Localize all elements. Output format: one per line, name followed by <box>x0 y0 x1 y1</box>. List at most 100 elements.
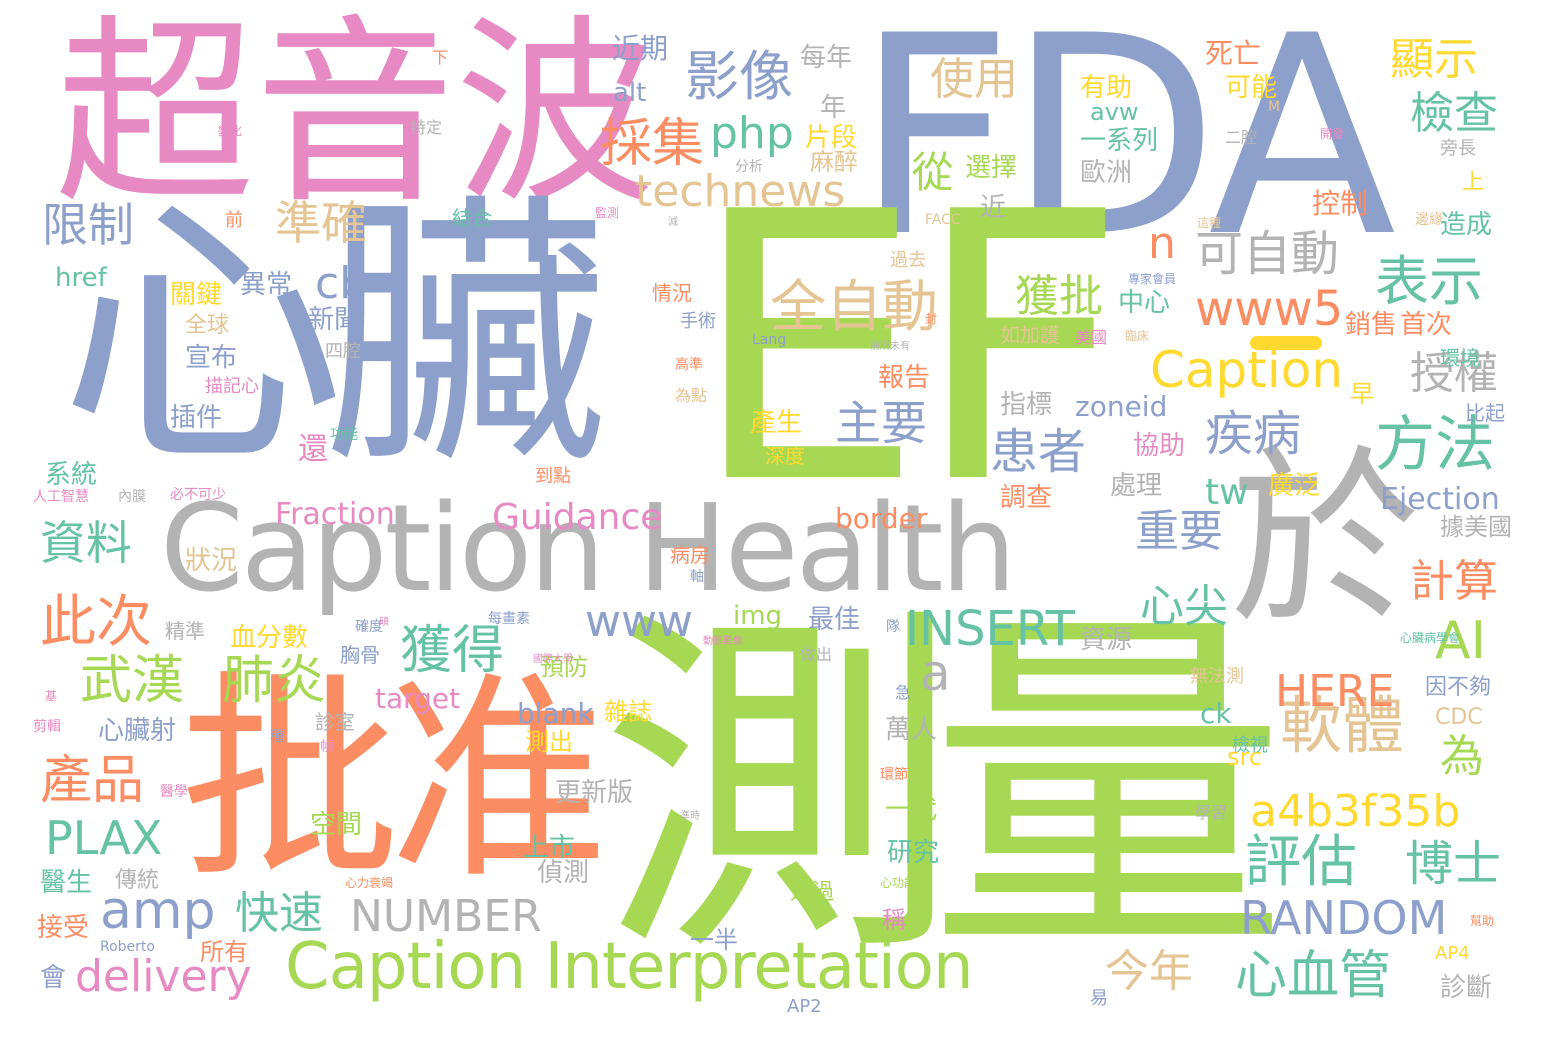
word: 採集 <box>600 114 705 174</box>
word: 描記心 <box>205 376 259 397</box>
word: 測量 <box>600 580 1288 999</box>
word: 診斷 <box>1440 973 1493 1003</box>
word: 獲批 <box>1015 271 1103 322</box>
word: 麻醉 <box>810 148 858 176</box>
word: 病房 <box>670 543 710 567</box>
word: 環節 <box>880 767 908 783</box>
word: 封 <box>925 312 938 326</box>
word: cb <box>315 258 368 309</box>
word: 比起 <box>1465 401 1505 425</box>
word: 幀 <box>320 739 334 755</box>
word: 診室 <box>315 710 355 734</box>
word: NUMBER <box>350 891 542 942</box>
word: 宣布 <box>185 343 238 373</box>
word: 醫學 <box>160 784 188 800</box>
word: tw <box>1205 472 1249 513</box>
word: www <box>585 596 693 647</box>
word: 確度 <box>355 619 383 635</box>
word: AP4 <box>1435 943 1470 964</box>
word: 手術 <box>680 311 716 332</box>
word: 新聞 <box>308 305 361 335</box>
word: 開發 <box>1320 127 1345 141</box>
word: 評估 <box>1245 830 1357 895</box>
word: Lang <box>752 332 787 348</box>
word: 顯示 <box>1390 34 1478 85</box>
word: delivery <box>75 951 252 1002</box>
word: 醫生 <box>40 868 93 898</box>
word: 心臟病學會 <box>1400 631 1461 645</box>
word: 早 <box>1350 380 1374 408</box>
word: 心功能 <box>880 876 917 890</box>
word: 全自動 <box>770 275 938 340</box>
word: 邊緣 <box>1415 212 1443 228</box>
word: 環境 <box>1440 346 1480 370</box>
word: 學習 <box>1195 803 1228 822</box>
word: 心力衰竭 <box>345 876 394 890</box>
word: 隊 <box>886 619 900 635</box>
word: 旁長 <box>1440 138 1476 159</box>
word: 監測 <box>595 206 620 220</box>
word: border <box>835 502 928 535</box>
word: 為點 <box>675 386 708 405</box>
word: 萬人 <box>885 715 938 745</box>
word: 血分數 <box>230 623 309 653</box>
word: 銷售 <box>1345 310 1398 340</box>
word: 快速 <box>235 888 323 939</box>
word: 超音波 <box>55 0 656 231</box>
word: 有助 <box>1080 73 1133 103</box>
word: 檢視 <box>1232 735 1268 756</box>
word: 造成 <box>1440 210 1493 240</box>
word: 分析 <box>735 159 763 175</box>
word: 於 <box>1230 429 1421 650</box>
word: 會 <box>40 963 67 993</box>
word: alt <box>613 78 647 108</box>
word: 內膜 <box>118 489 146 505</box>
word: a <box>920 644 951 702</box>
word: 如加護 <box>1000 323 1060 347</box>
word: 人工智慧 <box>33 489 89 505</box>
word: 還 <box>298 432 328 467</box>
word: 因不夠 <box>1425 675 1492 700</box>
word: RANDOM <box>1240 891 1448 945</box>
word: AP2 <box>787 996 822 1017</box>
word: 方法 <box>1375 410 1495 480</box>
word: 下 <box>432 48 449 67</box>
word: 前所未有 <box>870 341 910 352</box>
word: 使用 <box>930 54 1018 105</box>
word: M <box>1268 99 1281 115</box>
word: 影像 <box>685 45 793 108</box>
word: 疾病 <box>1205 406 1302 462</box>
word: 廣泛 <box>1268 471 1321 501</box>
word: 到點 <box>535 466 571 487</box>
word: 測出 <box>525 728 573 756</box>
word: 變化 <box>218 124 243 138</box>
word: 國際大學 <box>533 654 573 665</box>
word: blank <box>517 697 594 730</box>
word: 碩 <box>379 617 389 628</box>
word: 從 <box>905 150 954 190</box>
word: 關鍵 <box>170 280 223 310</box>
word: 協助 <box>1133 431 1186 461</box>
word: 透過 <box>790 880 835 905</box>
word: 心臟 <box>60 171 608 503</box>
word: 所有 <box>200 938 248 966</box>
word: ck <box>1200 697 1232 730</box>
word: 異常 <box>240 270 293 300</box>
word: 心尖 <box>1140 581 1228 632</box>
word: 稱 <box>882 906 906 934</box>
word: 軸 <box>690 569 704 585</box>
word: 必不可少 <box>170 487 226 503</box>
word: 接受 <box>37 913 90 943</box>
word: 臨床 <box>1125 329 1150 343</box>
word: PLAX <box>45 811 163 865</box>
word: 特定 <box>410 118 443 137</box>
word: 偵測 <box>537 858 590 888</box>
word: 種 <box>270 729 284 745</box>
word: Fraction <box>275 497 395 532</box>
word: 雜誌 <box>604 698 652 726</box>
word: 產生 <box>750 408 803 438</box>
word: 傳統 <box>115 868 160 893</box>
word: 限制 <box>42 198 134 252</box>
word: 剪輯 <box>33 719 61 735</box>
word: Caption <box>1150 341 1344 399</box>
